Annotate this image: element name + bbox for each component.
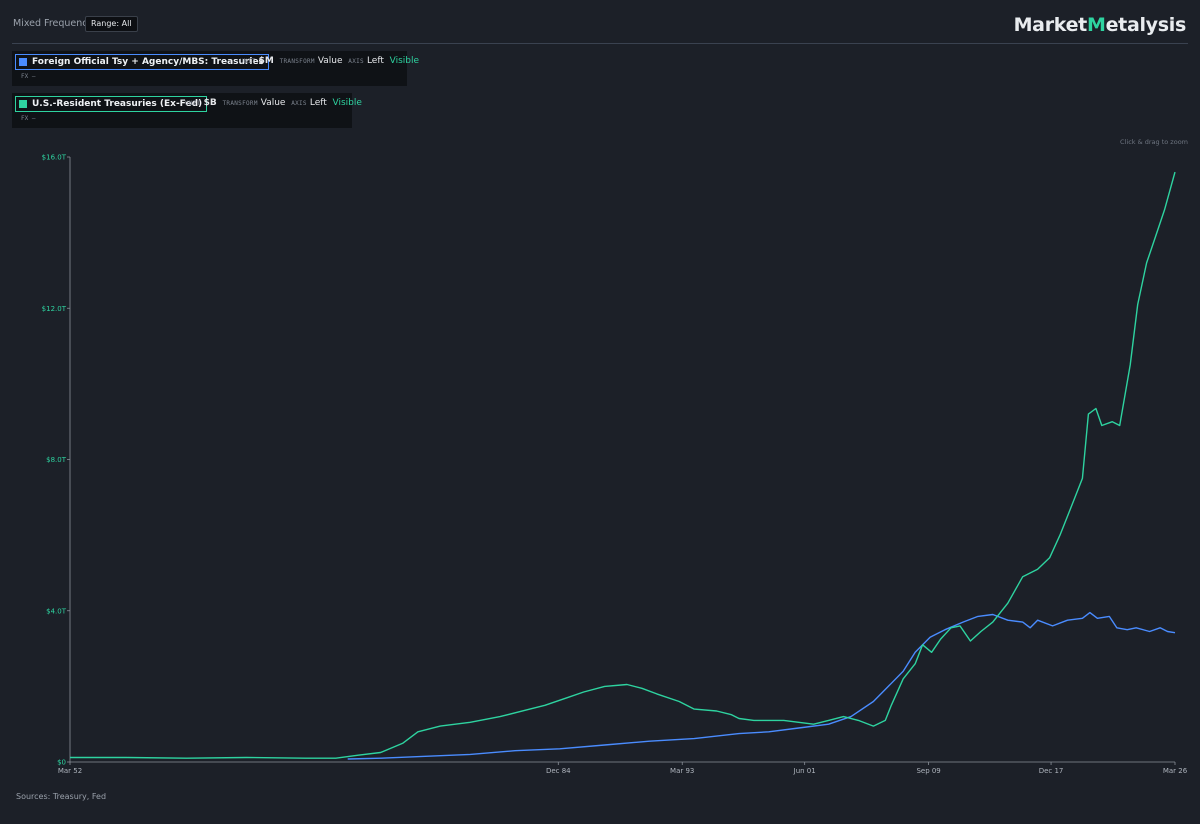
transform-value[interactable]: Value <box>260 98 286 108</box>
axis-value[interactable]: Left <box>309 98 327 108</box>
x-tick-label: Sep 09 <box>916 767 940 775</box>
x-tick-label: Mar 52 <box>58 767 82 775</box>
y-tick-label: $0 <box>57 759 66 767</box>
x-tick-label: Mar 93 <box>670 767 694 775</box>
x-tick-label: Jun 01 <box>793 767 816 775</box>
range-button[interactable]: Range: All <box>85 16 138 32</box>
unit-key: UNIT <box>185 100 201 107</box>
series-name: Foreign Official Tsy + Agency/MBS: Treas… <box>32 57 264 67</box>
x-tick-label: Mar 26 <box>1163 767 1188 775</box>
series-card-foreign-official[interactable]: Foreign Official Tsy + Agency/MBS: Treas… <box>12 51 419 86</box>
unit-value[interactable]: $M <box>258 56 274 66</box>
logo-m: M <box>1086 14 1106 36</box>
x-tick-label: Dec 17 <box>1039 767 1064 775</box>
header-divider <box>12 43 1188 44</box>
transform-value[interactable]: Value <box>317 56 343 66</box>
series-meta: UNIT $B TRANSFORM Value AXIS Left Visible <box>185 98 362 108</box>
logo-market: Market <box>1013 14 1088 36</box>
series-meta: UNIT $M TRANSFORM Value AXIS Left Visible <box>240 56 419 66</box>
axis-value[interactable]: Left <box>366 56 384 66</box>
series-line-foreign-official <box>347 611 1176 760</box>
fx-label: FX — <box>21 73 36 80</box>
mode-label: Mixed Frequency <box>13 18 94 29</box>
visibility-toggle[interactable]: Visible <box>389 56 420 66</box>
series-line-us-resident <box>70 171 1176 759</box>
series-name: U.S.-Resident Treasuries (Ex-Fed) <box>32 99 203 109</box>
transform-key: TRANSFORM <box>222 100 258 107</box>
transform-key: TRANSFORM <box>279 58 315 65</box>
x-tick-label: Dec 84 <box>546 767 571 775</box>
axis-key: AXIS <box>291 100 307 107</box>
logo-etalysis: etalysis <box>1105 14 1187 36</box>
series-chip[interactable]: U.S.-Resident Treasuries (Ex-Fed) <box>15 96 208 112</box>
axis-key: AXIS <box>348 58 364 65</box>
visibility-toggle[interactable]: Visible <box>332 98 362 108</box>
unit-key: UNIT <box>240 58 256 65</box>
series-card-us-resident[interactable]: U.S.-Resident Treasuries (Ex-Fed) UNIT $B… <box>12 93 362 128</box>
y-tick-label: $4.0T <box>46 607 67 615</box>
y-tick-label: $12.0T <box>42 305 67 313</box>
fx-label: FX — <box>21 115 36 122</box>
series-swatch <box>19 100 27 108</box>
y-tick-label: $8.0T <box>46 456 67 464</box>
series-swatch <box>19 58 27 66</box>
y-tick-label: $16.0T <box>42 154 67 162</box>
series-chip[interactable]: Foreign Official Tsy + Agency/MBS: Treas… <box>15 54 269 70</box>
sources-note: Sources: Treasury, Fed <box>16 792 107 801</box>
unit-value[interactable]: $B <box>203 98 217 108</box>
zoom-hint: Click & drag to zoom <box>1120 138 1188 146</box>
